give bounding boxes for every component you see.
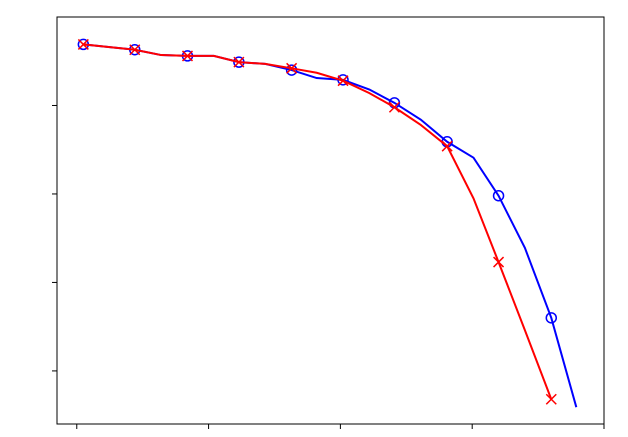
marker bbox=[441, 140, 453, 152]
marker bbox=[545, 393, 557, 405]
plot-frame bbox=[56, 16, 605, 425]
marker bbox=[129, 44, 141, 56]
marker bbox=[286, 62, 298, 74]
marker bbox=[337, 75, 349, 87]
series-line bbox=[83, 43, 578, 408]
marker bbox=[492, 189, 505, 202]
marker bbox=[388, 101, 400, 113]
marker bbox=[545, 312, 558, 324]
marker bbox=[77, 38, 89, 50]
marker bbox=[233, 56, 245, 68]
marker bbox=[493, 256, 505, 268]
marker bbox=[181, 50, 194, 62]
series-line bbox=[83, 43, 553, 400]
